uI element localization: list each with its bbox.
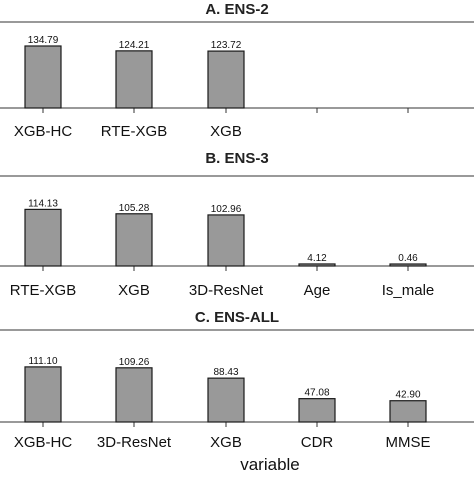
data-label: 105.28 — [119, 203, 150, 214]
bar-age — [298, 263, 336, 267]
bar-xgb — [207, 50, 245, 109]
data-label: 123.72 — [211, 40, 242, 51]
bar-is-male — [389, 263, 427, 267]
bar-mmse — [389, 400, 427, 423]
bar-3d-resnet — [115, 367, 153, 423]
data-label: 88.43 — [213, 367, 238, 378]
x-tick-label: 3D-ResNet — [97, 434, 172, 451]
data-label: 0.46 — [398, 253, 418, 264]
chart-panel-3: C. ENS-ALL 111.10 XGB-HC 109.26 3D-ResNet 88.… — [0, 309, 474, 451]
data-label: 47.08 — [304, 388, 329, 399]
bar-3d-resnet — [207, 214, 245, 267]
x-tick-label: XGB — [210, 434, 242, 451]
x-tick-label: Is_male — [382, 282, 435, 299]
x-axis-label: variable — [240, 455, 300, 474]
panel-title: C. ENS-ALL — [195, 309, 279, 326]
x-tick-label: 3D-ResNet — [189, 282, 264, 299]
bar-xgb — [207, 377, 245, 423]
panel-title: A. ENS-2 — [205, 1, 268, 18]
data-label: 114.13 — [28, 198, 58, 209]
bar-rte-xgb — [115, 50, 153, 109]
data-label: 111.10 — [28, 356, 58, 367]
chart-panels: A. ENS-2 134.79 XGB-HC 124.21 RTE-XGB 123.72 X… — [0, 1, 474, 451]
data-label: 124.21 — [119, 40, 150, 51]
bar-rte-xgb — [24, 208, 62, 267]
x-tick-label: CDR — [301, 434, 334, 451]
bar-xgb-hc — [24, 45, 62, 109]
x-tick-label: XGB-HC — [14, 434, 73, 451]
data-label: 102.96 — [211, 204, 242, 215]
x-tick-label: XGB — [210, 123, 242, 140]
bar-cdr — [298, 398, 336, 423]
x-tick-label: MMSE — [386, 434, 431, 451]
panel-title: B. ENS-3 — [205, 150, 268, 167]
data-label: 109.26 — [119, 357, 150, 368]
data-label: 4.12 — [307, 253, 327, 264]
chart-panel-2: B. ENS-3 114.13 RTE-XGB 105.28 XGB 102.96 3D-R… — [0, 150, 474, 299]
x-tick-label: RTE-XGB — [101, 123, 167, 140]
x-tick-label: XGB — [118, 282, 150, 299]
data-label: 134.79 — [28, 35, 59, 46]
bar-xgb — [115, 213, 153, 267]
bar-xgb-hc — [24, 366, 62, 423]
x-tick-label: Age — [304, 282, 331, 299]
data-label: 42.90 — [395, 390, 420, 401]
x-tick-label: RTE-XGB — [10, 282, 76, 299]
chart-panel-1: A. ENS-2 134.79 XGB-HC 124.21 RTE-XGB 123.72 X… — [0, 1, 474, 140]
x-tick-label: XGB-HC — [14, 123, 73, 140]
